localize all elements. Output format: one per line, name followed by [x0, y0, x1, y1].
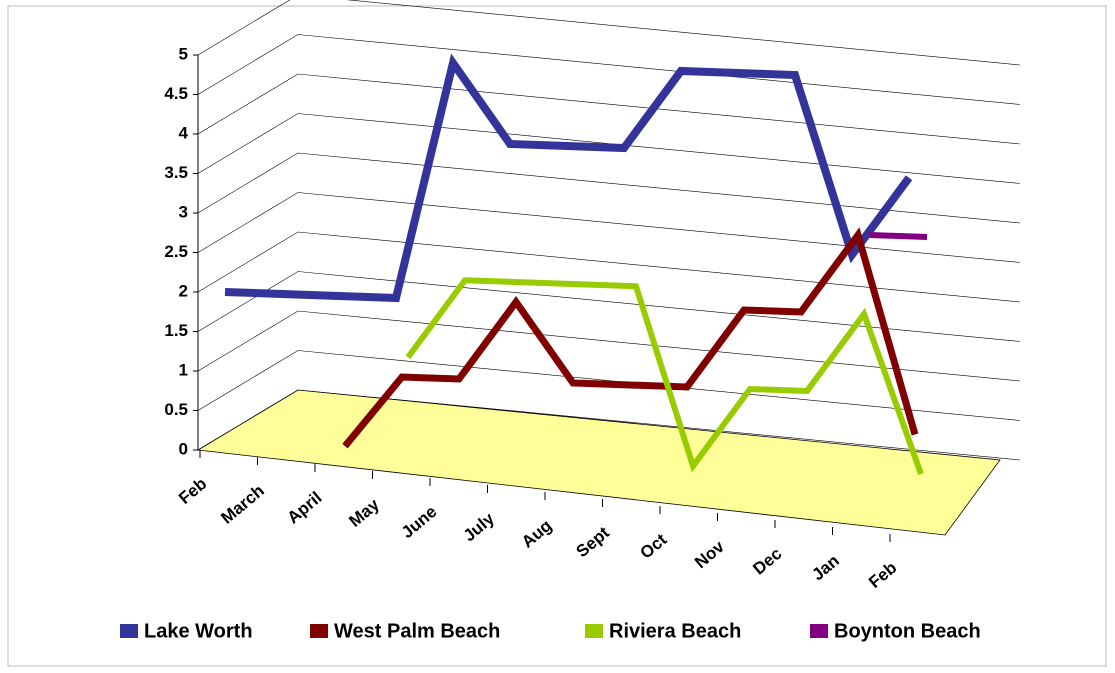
legend: Lake Worth West Palm Beach Riviera Beach Bo…	[120, 620, 981, 642]
grid-line	[197, 73, 1021, 145]
grid-line	[197, 310, 1021, 382]
series-line	[224, 53, 913, 303]
y-tick-label: 4	[179, 123, 189, 142]
grid-line	[197, 271, 1021, 342]
y-tick-label: 5	[179, 44, 188, 63]
y-tick-label: 4.5	[164, 84, 188, 103]
y-tick-label: 2.5	[164, 242, 188, 261]
y-tick-label: 1	[179, 360, 188, 379]
legend-label: West Palm Beach	[334, 620, 500, 642]
grid-line	[197, 350, 1021, 421]
legend-swatch	[310, 624, 328, 638]
grid-line	[197, 231, 1021, 303]
grid-line	[197, 34, 1021, 105]
y-tick-label: 0.5	[164, 400, 188, 419]
legend-swatch	[120, 624, 138, 638]
grid-line	[197, 389, 1021, 461]
legend-label: Lake Worth	[144, 620, 253, 642]
legend-label: Boynton Beach	[834, 620, 981, 642]
series-line	[342, 227, 919, 449]
grid-line	[197, 0, 1021, 66]
series-line	[869, 232, 928, 240]
series-line	[405, 277, 924, 476]
grid-line	[197, 152, 1021, 224]
grid-line	[197, 192, 1021, 263]
y-tick-label: 1.5	[164, 321, 188, 340]
legend-swatch	[585, 624, 603, 638]
legend-swatch	[810, 624, 828, 638]
y-tick-label: 2	[179, 281, 188, 300]
grid-line	[197, 113, 1021, 184]
y-tick-label: 3.5	[164, 163, 188, 182]
y-tick-label: 0	[179, 439, 188, 458]
legend-label: Riviera Beach	[609, 620, 741, 642]
y-tick-label: 3	[179, 202, 188, 221]
